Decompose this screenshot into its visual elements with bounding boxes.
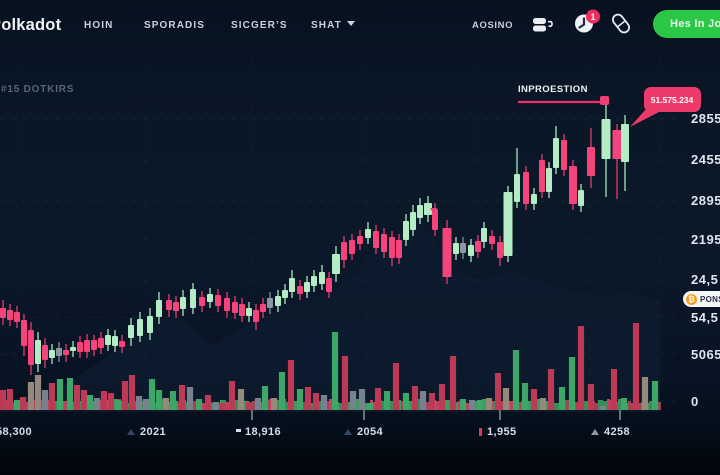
svg-text:1: 1 [590, 12, 596, 23]
svg-text:51.575.234: 51.575.234 [651, 95, 694, 105]
